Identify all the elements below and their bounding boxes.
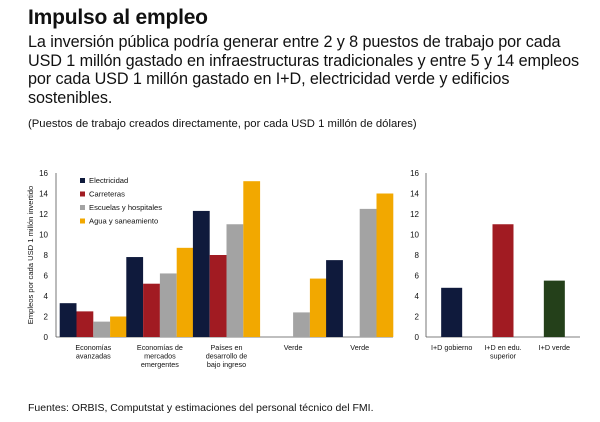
y-tick-label-right: 12 [410, 210, 419, 219]
chart-note: (Puestos de trabajo creados directamente… [28, 118, 417, 130]
x-tick-label-left: Economías [75, 343, 111, 352]
bar [326, 260, 343, 337]
bar [492, 224, 514, 337]
bar [543, 280, 565, 337]
bar [93, 321, 111, 337]
y-tick-label-left: 16 [39, 169, 48, 178]
x-tick-label-left: Verde [284, 343, 303, 352]
y-tick-label-left: 14 [39, 190, 48, 199]
x-tick-label-left: avanzadas [76, 352, 111, 361]
y-tick-label-right: 0 [415, 333, 420, 342]
y-axis-label: Empleos por cada USD 1 millón invertido [26, 186, 35, 324]
x-tick-label-left: Economías de [137, 343, 183, 352]
bar [293, 312, 310, 337]
x-tick-label-right: I+D gobierno [431, 343, 472, 352]
legend-label: Carreteras [89, 190, 125, 199]
y-tick-label-right: 10 [410, 231, 419, 240]
legend-label: Electricidad [89, 176, 128, 185]
x-tick-label-right: I+D verde [539, 343, 570, 352]
legend-swatch [80, 205, 85, 210]
x-tick-label-left: mercados [144, 352, 176, 361]
y-tick-label-left: 8 [44, 251, 49, 260]
legend-swatch [80, 178, 85, 183]
bar [159, 273, 177, 337]
y-tick-label-right: 4 [415, 292, 420, 301]
x-tick-label-left: emergentes [141, 360, 179, 369]
y-tick-label-left: 2 [44, 313, 49, 322]
bar [59, 303, 77, 337]
x-tick-label-right: I+D en edu. [484, 343, 521, 352]
x-tick-label-left: Verde [350, 343, 369, 352]
bar [126, 257, 144, 337]
bar [376, 193, 394, 337]
legend-label: Escuelas y hospitales [89, 203, 162, 212]
y-tick-label-right: 14 [410, 190, 419, 199]
bar [441, 287, 463, 337]
bar [243, 181, 261, 337]
x-tick-label-left: Países en [211, 343, 243, 352]
chart-subtitle: La inversión pública podría generar entr… [28, 33, 580, 107]
y-tick-label-right: 6 [415, 272, 420, 281]
legend-swatch [80, 218, 85, 224]
bar [209, 255, 227, 337]
x-tick-label-left: bajo ingreso [207, 360, 246, 369]
bar [176, 247, 194, 337]
bar [143, 283, 160, 337]
y-tick-label-left: 12 [39, 210, 48, 219]
source-note: Fuentes: ORBIS, Computstat y estimacione… [28, 402, 374, 414]
chart-title: Impulso al empleo [28, 6, 208, 29]
y-tick-label-left: 0 [44, 333, 49, 342]
y-tick-label-left: 4 [44, 292, 49, 301]
y-tick-label-right: 8 [415, 251, 420, 260]
x-tick-label-left: desarrollo de [206, 352, 248, 361]
bar [110, 316, 127, 337]
x-tick-label-right: superior [490, 352, 517, 361]
legend-swatch [80, 191, 85, 197]
y-tick-label-right: 2 [415, 313, 420, 322]
bar [226, 224, 244, 337]
y-tick-label-left: 6 [44, 272, 49, 281]
bar [192, 210, 210, 337]
bar [359, 208, 377, 337]
bar [309, 278, 327, 337]
y-tick-label-left: 10 [39, 231, 48, 240]
y-tick-label-right: 16 [410, 169, 419, 178]
bar [76, 311, 94, 337]
legend-label: Agua y saneamiento [89, 217, 158, 226]
